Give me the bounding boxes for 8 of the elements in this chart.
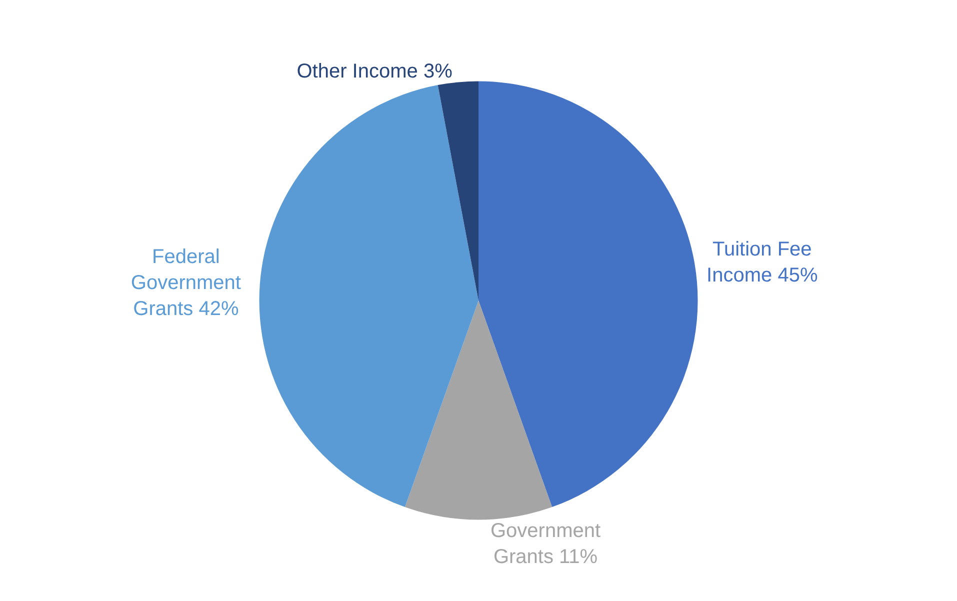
slice-label: Tuition Fee Income 45% xyxy=(706,238,818,286)
pie-slice xyxy=(438,81,478,300)
slice-label: Other Income 3% xyxy=(296,60,453,82)
pie-slice xyxy=(259,85,478,508)
slice-label: Federal Government Grants 42% xyxy=(130,246,242,320)
pie-slice xyxy=(478,81,698,508)
slice-label: Government Grants 11% xyxy=(490,520,601,568)
pie-slice xyxy=(404,300,552,520)
